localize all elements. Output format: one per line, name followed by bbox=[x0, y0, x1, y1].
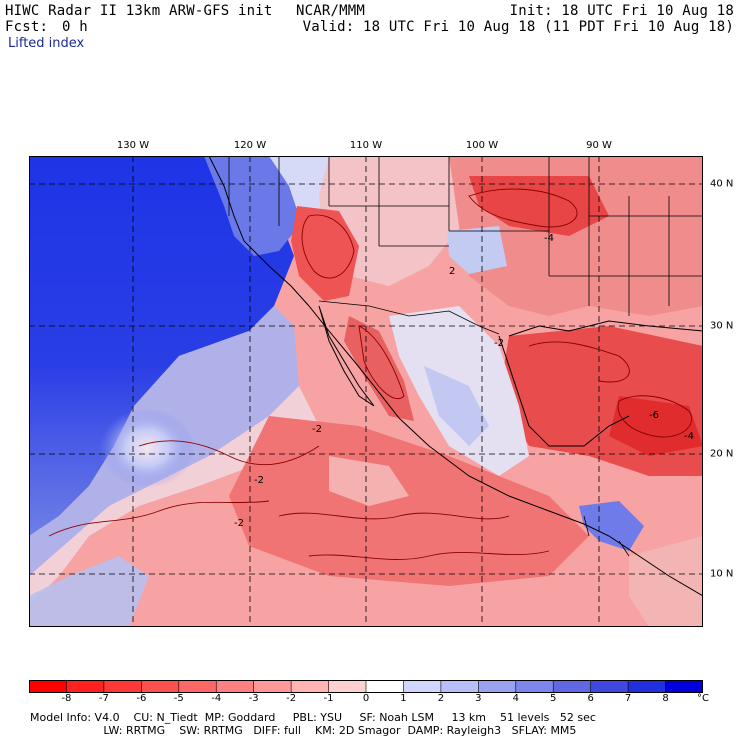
colorbar-cell bbox=[365, 680, 405, 693]
colorbar bbox=[29, 680, 703, 693]
contour-label: -2 bbox=[254, 475, 264, 486]
colorbar-cell bbox=[627, 680, 667, 693]
contour-label: -4 bbox=[684, 431, 694, 442]
colorbar-tick-label: 8 bbox=[662, 693, 669, 704]
model-info-line-2: LW: RRTMG SW: RRTMG DIFF: full KM: 2D Sm… bbox=[30, 724, 577, 737]
colorbar-cell bbox=[178, 680, 218, 693]
colorbar-tick-label: -6 bbox=[136, 693, 147, 704]
colorbar-tick-label: 7 bbox=[624, 693, 632, 704]
colorbar-tick-label: -2 bbox=[286, 693, 297, 704]
colorbar-cell bbox=[328, 680, 367, 693]
pacific-pale-band bbox=[29, 386, 319, 606]
colorbar-cell bbox=[552, 680, 592, 693]
org-label: NCAR/MMM bbox=[296, 3, 366, 19]
colorbar-cell bbox=[590, 680, 629, 693]
lat-label-10n: 10 N bbox=[710, 568, 734, 580]
caribbean-pale bbox=[629, 536, 703, 627]
contour-label: -2 bbox=[234, 518, 244, 529]
colorbar-tick-label: 5 bbox=[550, 693, 557, 704]
colorbar-cell bbox=[290, 680, 330, 693]
forecast-hour: 0 h bbox=[62, 19, 88, 35]
lat-label-40n: 40 N bbox=[710, 178, 734, 190]
colorbar-tick-label: -1 bbox=[323, 693, 334, 704]
model-info-line-1: Model Info: V4.0 CU: N_Tiedt MP: Goddard… bbox=[30, 711, 596, 724]
colorbar-cell bbox=[253, 680, 292, 693]
colorbar-tick-label: 6 bbox=[587, 693, 594, 704]
colorbar-cell bbox=[66, 680, 105, 693]
contour-label: -4 bbox=[544, 233, 554, 244]
lon-label-90w: 90 W bbox=[586, 140, 612, 151]
colorbar-cell bbox=[103, 680, 143, 693]
colorbar-tick-label: 4 bbox=[512, 693, 519, 704]
colorbar-cell bbox=[478, 680, 517, 693]
colorbar-cell bbox=[440, 680, 480, 693]
colorbar-cell bbox=[515, 680, 555, 693]
mexico-plateau-blue bbox=[424, 366, 489, 446]
contour-label: 2 bbox=[449, 266, 455, 277]
variable-name: Lifted index bbox=[8, 36, 85, 51]
colorbar-tick-label: 2 bbox=[437, 693, 445, 704]
model-title: HIWC Radar II 13km ARW-GFS init bbox=[5, 3, 273, 19]
valid-time: Valid: 18 UTC Fri 10 Aug 18 (11 PDT Fri … bbox=[302, 19, 734, 35]
east-pacific-pale-patch bbox=[329, 456, 409, 506]
colorbar-cell bbox=[29, 680, 68, 693]
east-pacific-unstable bbox=[229, 416, 589, 586]
forecast-label: Fcst: bbox=[5, 19, 49, 35]
pacific-stable-air bbox=[29, 156, 294, 536]
colorbar-frame bbox=[29, 680, 703, 693]
ocean-eddy bbox=[99, 408, 195, 488]
colorbar-tick-label: -7 bbox=[98, 693, 109, 704]
map-frame bbox=[29, 156, 703, 627]
contour-label: -2 bbox=[312, 424, 322, 435]
colorbar-tick-label: -4 bbox=[211, 693, 222, 704]
california-red-core bbox=[291, 206, 359, 301]
contour-lines bbox=[48, 188, 692, 560]
colorbar-cell bbox=[665, 680, 703, 693]
lon-label-120w: 120 W bbox=[233, 140, 267, 151]
colorbar-cell bbox=[141, 680, 180, 693]
coastlines bbox=[208, 156, 703, 597]
colorbar-unit: °C bbox=[697, 693, 709, 704]
contour-label: -6 bbox=[649, 410, 659, 421]
lat-label-20n: 20 N bbox=[710, 448, 734, 460]
plains-strong-core bbox=[469, 176, 609, 236]
lon-label-110w: 110 W bbox=[349, 140, 383, 151]
contour-label: -2 bbox=[494, 338, 504, 349]
init-time: Init: 18 UTC Fri 10 Aug 18 bbox=[509, 3, 734, 19]
colorbar-tick-label: -8 bbox=[61, 693, 72, 704]
colorbar-tick-label: 0 bbox=[362, 693, 370, 704]
colorbar-cell bbox=[215, 680, 255, 693]
colorbar-tick-label: -5 bbox=[173, 693, 184, 704]
colorbar-tick-label: 1 bbox=[400, 693, 407, 704]
gulf-strongest bbox=[609, 396, 703, 456]
central-america-stable bbox=[579, 501, 644, 551]
lon-label-130w: 130 W bbox=[116, 140, 150, 151]
colorbar-tick-label: -3 bbox=[248, 693, 259, 704]
graticule bbox=[29, 156, 703, 627]
lon-label-100w: 100 W bbox=[465, 140, 499, 151]
texas-light-blue bbox=[447, 226, 507, 274]
lat-label-30n: 30 N bbox=[710, 320, 734, 332]
colorbar-cell bbox=[403, 680, 442, 693]
colorbar-tick-label: 3 bbox=[475, 693, 482, 704]
lifted-index-map: -2 -2 -2 -2 -4 -6 -4 2 bbox=[29, 156, 703, 627]
political-borders bbox=[228, 156, 703, 557]
